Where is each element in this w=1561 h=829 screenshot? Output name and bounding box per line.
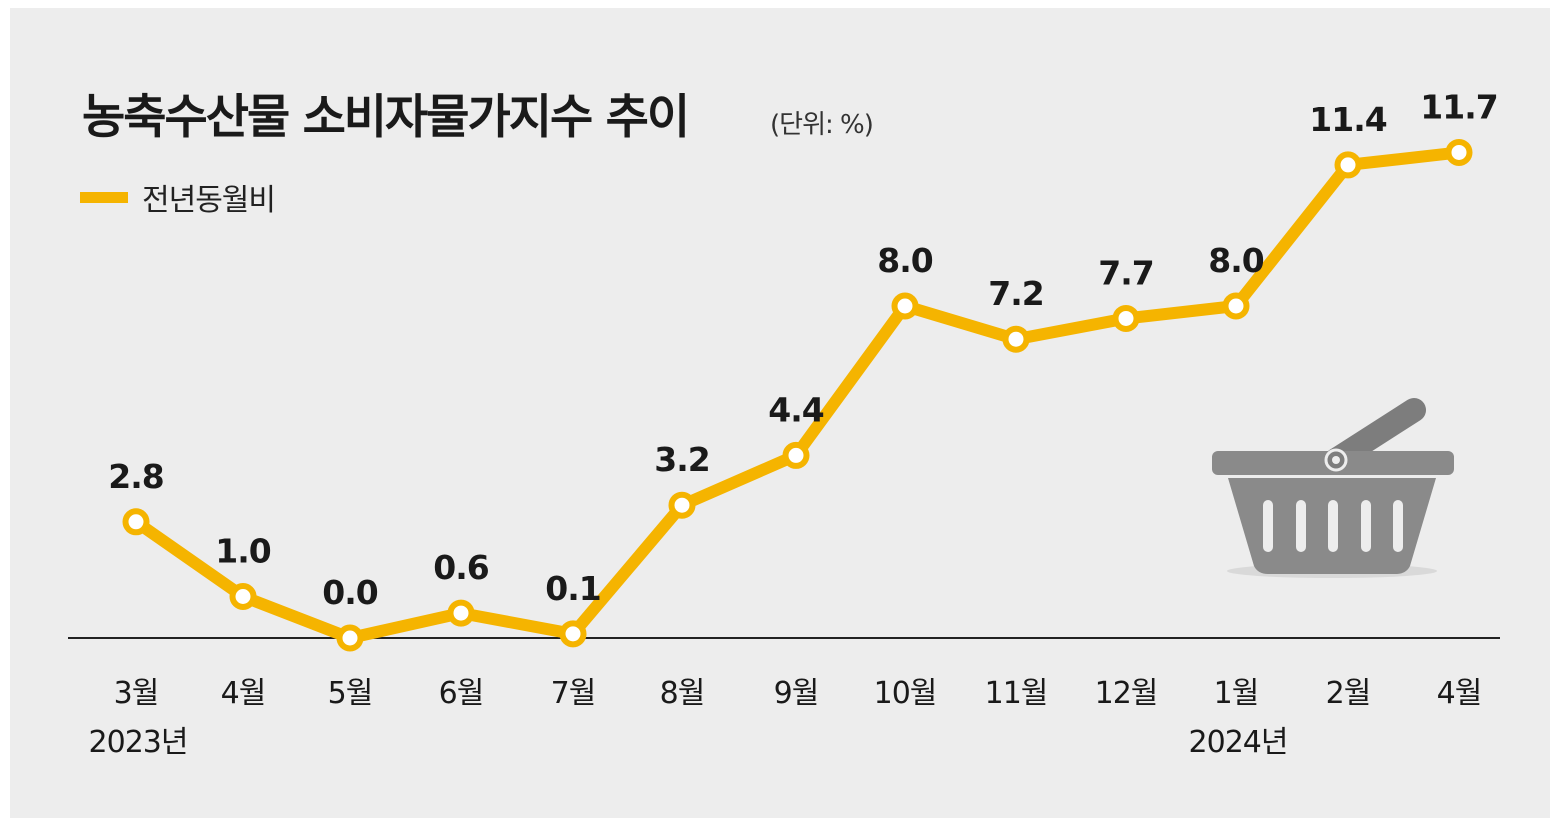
data-label: 0.1 (545, 569, 600, 608)
data-label: 0.0 (322, 573, 377, 612)
legend: 전년동월비 (80, 175, 276, 219)
chart-title: 농축수산물 소비자물가지수 추이 (82, 90, 690, 145)
data-point (336, 624, 364, 652)
data-label: 0.6 (433, 548, 488, 587)
data-point (1445, 138, 1473, 166)
legend-label: 전년동월비 (142, 183, 276, 218)
data-point (447, 599, 475, 627)
year-label: 2023년 (89, 725, 188, 760)
x-tick-label: 12월 (1095, 676, 1158, 711)
x-tick-label: 1월 (1214, 676, 1259, 711)
chart-background (10, 8, 1550, 818)
data-label: 3.2 (654, 440, 709, 479)
x-tick-label: 7월 (551, 676, 596, 711)
x-tick-label: 2월 (1326, 676, 1371, 711)
data-point (229, 583, 257, 610)
data-point (122, 508, 150, 536)
data-label: 8.0 (1208, 241, 1263, 280)
unit-label: (단위: %) (770, 110, 874, 140)
x-tick-label: 8월 (660, 676, 705, 711)
data-point (559, 620, 587, 648)
data-label: 1.0 (215, 532, 270, 571)
data-label: 8.0 (877, 241, 932, 280)
data-point (1334, 151, 1362, 179)
year-label: 2024년 (1189, 725, 1288, 760)
data-point (1222, 292, 1250, 320)
data-label: 11.7 (1420, 87, 1497, 126)
x-tick-label: 9월 (774, 676, 819, 711)
data-label: 7.2 (988, 274, 1043, 313)
shopping-basket-icon (1212, 398, 1454, 578)
legend-swatch (80, 191, 128, 203)
data-point (891, 292, 919, 320)
data-label: 2.8 (108, 457, 163, 496)
data-point (1002, 325, 1030, 353)
data-point (782, 441, 810, 469)
x-tick-label: 6월 (439, 676, 484, 711)
data-point (1112, 304, 1140, 332)
data-label: 7.7 (1098, 253, 1153, 292)
x-tick-label: 5월 (328, 676, 373, 711)
x-tick-label: 3월 (114, 676, 159, 711)
x-tick-label: 4월 (221, 676, 266, 711)
data-label: 4.4 (768, 390, 823, 429)
x-tick-label: 10월 (874, 676, 937, 711)
data-label: 11.4 (1309, 100, 1386, 139)
x-tick-label: 4월 (1437, 676, 1482, 711)
data-point (668, 491, 696, 519)
x-tick-label: 11월 (985, 676, 1048, 711)
